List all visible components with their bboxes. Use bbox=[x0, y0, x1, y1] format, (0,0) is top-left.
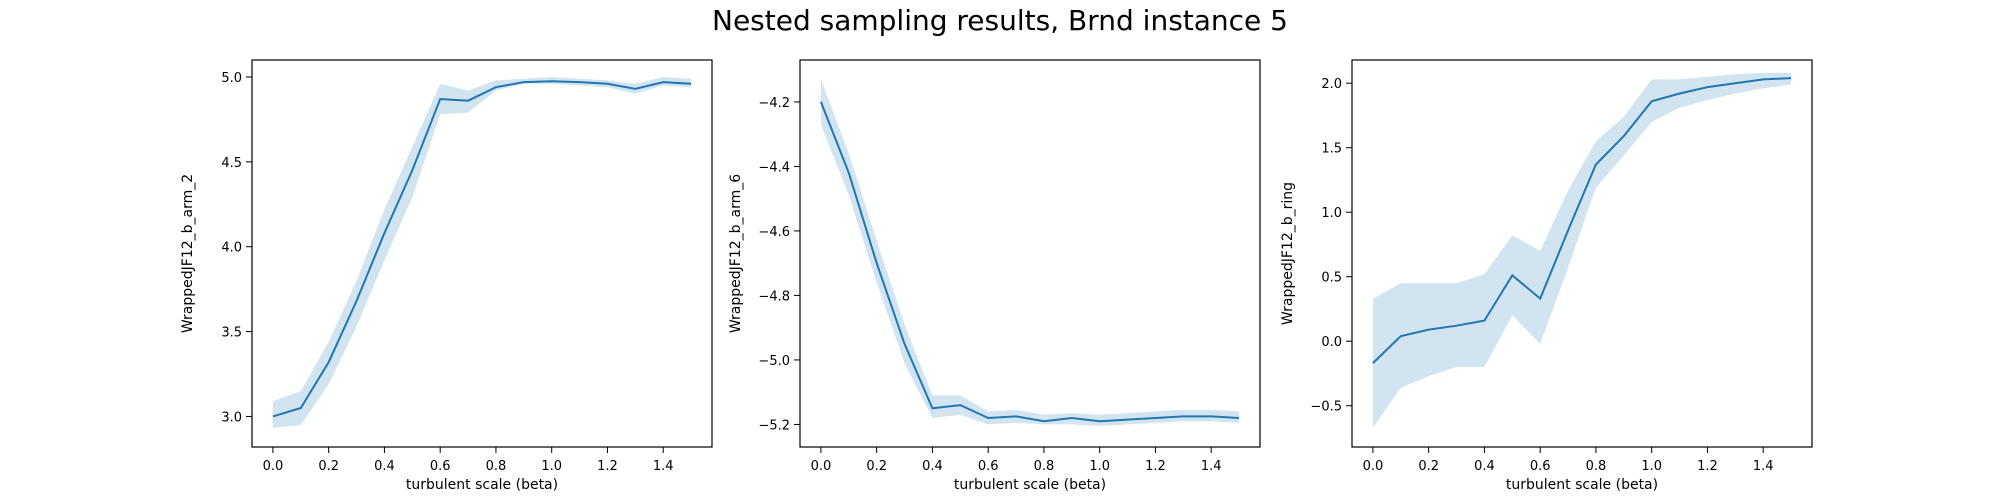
x-tick-label: 0.8 bbox=[1034, 459, 1055, 474]
y-tick-label: 0.0 bbox=[1321, 335, 1342, 350]
y-axis-label: WrappedJF12_b_arm_2 bbox=[180, 174, 196, 333]
x-tick-label: 0.2 bbox=[866, 459, 887, 474]
confidence-band bbox=[272, 77, 692, 429]
x-tick-label: 0.8 bbox=[486, 459, 507, 474]
x-tick-label: 0.6 bbox=[1530, 459, 1551, 474]
y-tick-label: 3.5 bbox=[221, 326, 242, 341]
axes-frame bbox=[799, 59, 1261, 448]
axes-frame bbox=[1351, 59, 1813, 448]
chart-panel: 0.0 0.2 0.4 0.6 0.8 1.0 1.2 1.4 −5.2 −5.0 −4.8 −4.6… bbox=[728, 59, 1261, 493]
x-tick-label: 1.4 bbox=[1753, 459, 1774, 474]
x-tick-label: 1.2 bbox=[597, 459, 618, 474]
x-tick-label: 1.4 bbox=[653, 459, 674, 474]
x-tick-label: 0.0 bbox=[1363, 459, 1384, 474]
y-tick-label: 5.0 bbox=[221, 71, 242, 86]
y-tick-label: −4.4 bbox=[758, 160, 790, 175]
axes-frame bbox=[251, 59, 713, 448]
confidence-band bbox=[820, 79, 1240, 427]
figure-title: Nested sampling results, Brnd instance 5 bbox=[712, 4, 1288, 37]
y-tick-label: −5.2 bbox=[758, 418, 790, 433]
y-tick-label: 1.0 bbox=[1321, 206, 1342, 221]
y-axis-label: WrappedJF12_b_arm_6 bbox=[728, 174, 744, 333]
chart-panel: 0.0 0.2 0.4 0.6 0.8 1.0 1.2 1.4 3.0 3.5 4.0 4.5 5.0 t… bbox=[180, 59, 713, 493]
y-tick-label: −4.2 bbox=[758, 96, 790, 111]
y-tick-label: 2.0 bbox=[1321, 77, 1342, 92]
x-tick-label: 0.2 bbox=[318, 459, 339, 474]
y-tick-label: 3.0 bbox=[221, 410, 242, 425]
y-tick-label: −4.8 bbox=[758, 289, 790, 304]
y-tick-label: 1.5 bbox=[1321, 142, 1342, 157]
y-tick-label: −4.6 bbox=[758, 225, 790, 240]
x-tick-label: 0.6 bbox=[430, 459, 451, 474]
x-axis-label: turbulent scale (beta) bbox=[1506, 477, 1658, 493]
x-tick-label: 1.2 bbox=[1145, 459, 1166, 474]
series-line bbox=[819, 101, 1240, 423]
x-tick-label: 0.8 bbox=[1586, 459, 1607, 474]
x-tick-label: 0.0 bbox=[811, 459, 832, 474]
y-tick-label: 0.5 bbox=[1321, 271, 1342, 286]
x-tick-label: 0.4 bbox=[374, 459, 395, 474]
y-axis-label: WrappedJF12_b_ring bbox=[1280, 182, 1296, 325]
x-tick-label: 1.0 bbox=[1641, 459, 1662, 474]
x-tick-label: 0.4 bbox=[922, 459, 943, 474]
series-line bbox=[1372, 77, 1792, 364]
x-tick-label: 0.2 bbox=[1418, 459, 1439, 474]
x-axis-label: turbulent scale (beta) bbox=[954, 477, 1106, 493]
x-tick-label: 1.0 bbox=[541, 459, 562, 474]
chart-panel: 0.0 0.2 0.4 0.6 0.8 1.0 1.2 1.4 −0.5 0.0 0.5 1.0 1.5… bbox=[1280, 59, 1813, 493]
x-tick-label: 1.4 bbox=[1201, 459, 1222, 474]
y-tick-label: −5.0 bbox=[758, 354, 790, 369]
confidence-band bbox=[1372, 72, 1792, 428]
x-tick-label: 0.4 bbox=[1474, 459, 1495, 474]
y-tick-label: −0.5 bbox=[1310, 400, 1342, 415]
y-tick-label: 4.0 bbox=[221, 241, 242, 256]
x-tick-label: 1.2 bbox=[1697, 459, 1718, 474]
y-tick-label: 4.5 bbox=[221, 156, 242, 171]
x-axis-label: turbulent scale (beta) bbox=[406, 477, 558, 493]
series-line bbox=[272, 80, 692, 418]
x-tick-label: 0.0 bbox=[263, 459, 284, 474]
x-tick-label: 1.0 bbox=[1089, 459, 1110, 474]
x-tick-label: 0.6 bbox=[978, 459, 999, 474]
